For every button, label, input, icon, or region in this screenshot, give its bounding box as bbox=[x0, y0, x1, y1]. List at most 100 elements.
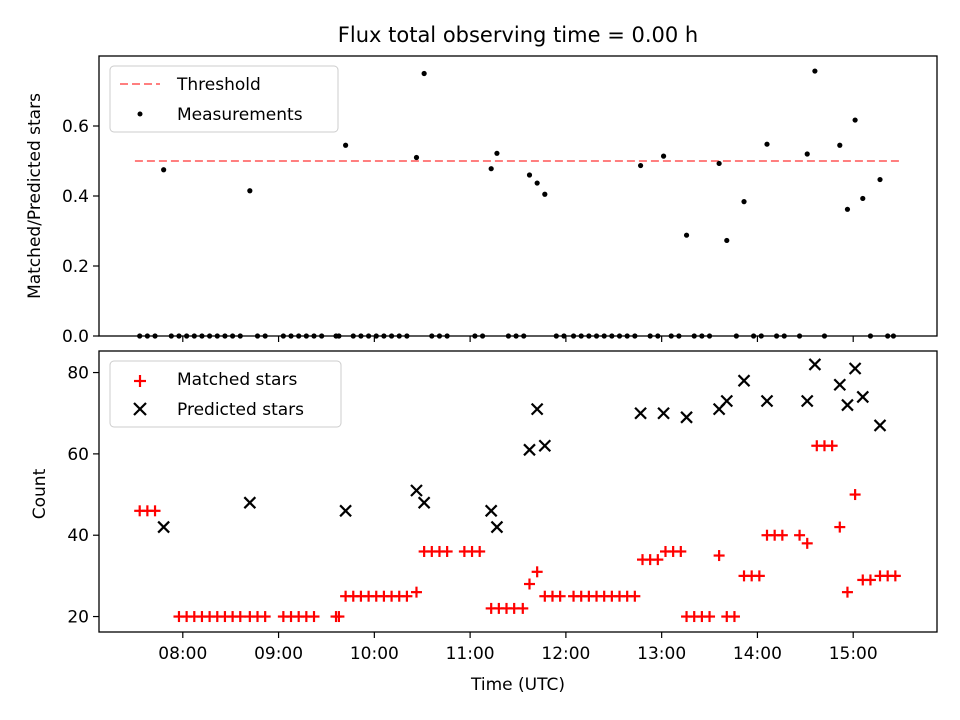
top-legend-box bbox=[109, 65, 339, 133]
matched-stars-layer bbox=[134, 440, 901, 623]
measurement-point bbox=[860, 195, 866, 202]
measurement-point bbox=[852, 117, 858, 123]
measurement-point bbox=[837, 142, 843, 148]
top-panel: 0.0 0.2 0.4 0.6 Matched/Predicted stars Thr… bbox=[25, 55, 938, 347]
predicted-star-point bbox=[657, 406, 670, 420]
bottom-axis-ticks: 20 40 60 80 08:00 09:00 10:00 11:00 12:00 13:00 14… bbox=[67, 364, 877, 664]
x-tick-label: 15:00 bbox=[829, 644, 878, 664]
matched-star-point bbox=[234, 611, 246, 623]
matched-star-point bbox=[728, 611, 740, 623]
x-tick-label: 09:00 bbox=[254, 644, 303, 664]
matched-star-point bbox=[753, 570, 765, 582]
predicted-star-point bbox=[720, 394, 734, 408]
measurement-point bbox=[844, 206, 851, 212]
legend-predicted-label: Predicted stars bbox=[177, 400, 304, 420]
matched-star-point bbox=[629, 590, 641, 602]
matched-star-point bbox=[410, 586, 422, 598]
measurement-point bbox=[488, 166, 494, 172]
measurement-point bbox=[494, 150, 500, 156]
top-plot-frame bbox=[98, 55, 938, 337]
matched-star-point bbox=[259, 611, 271, 623]
bottom-y-tick-label: 80 bbox=[67, 364, 89, 384]
matched-star-point bbox=[849, 489, 861, 501]
bottom-legend: Matched stars Predicted stars bbox=[109, 360, 342, 428]
measurement-point bbox=[637, 162, 644, 169]
x-tick-label: 12:00 bbox=[541, 644, 590, 664]
legend-measurements-marker bbox=[137, 111, 143, 117]
x-tick-label: 13:00 bbox=[637, 644, 686, 664]
matched-star-point bbox=[675, 545, 687, 557]
measurement-point bbox=[526, 172, 533, 178]
top-y-tick-label: 0.6 bbox=[62, 117, 89, 137]
matched-star-point bbox=[841, 586, 853, 598]
matched-star-point bbox=[523, 578, 535, 590]
predicted-star-point bbox=[680, 411, 693, 424]
matched-star-point bbox=[704, 611, 716, 623]
top-y-tick-label: 0.4 bbox=[62, 187, 89, 207]
predicted-star-point bbox=[634, 406, 647, 420]
measurement-point bbox=[660, 153, 667, 159]
top-legend: Threshold Measurements bbox=[109, 65, 339, 133]
matched-star-point bbox=[333, 611, 345, 623]
matched-star-point bbox=[826, 440, 838, 452]
matched-star-point bbox=[864, 574, 876, 586]
predicted-star-point bbox=[538, 439, 552, 453]
predicted-star-point bbox=[841, 398, 854, 412]
predicted-star-point bbox=[410, 484, 423, 497]
predicted-star-point bbox=[808, 358, 822, 371]
legend-predicted-marker bbox=[133, 402, 147, 416]
matched-star-point bbox=[776, 529, 788, 541]
matched-star-point bbox=[834, 521, 846, 533]
matched-star-point bbox=[794, 529, 806, 541]
bottom-y-tick-label: 40 bbox=[67, 526, 89, 546]
top-y-tick-label: 0.2 bbox=[62, 257, 89, 277]
measurement-point bbox=[161, 167, 167, 173]
legend-matched-marker bbox=[134, 375, 146, 387]
matched-star-point bbox=[889, 570, 901, 582]
measurement-point bbox=[716, 160, 722, 167]
matched-star-point bbox=[713, 550, 725, 562]
x-tick-label: 08:00 bbox=[158, 644, 207, 664]
predicted-star-point bbox=[339, 504, 352, 518]
predicted-star-point bbox=[490, 520, 504, 534]
measurement-point bbox=[413, 154, 420, 161]
measurement-point bbox=[421, 70, 427, 77]
predicted-star-point bbox=[848, 362, 862, 375]
legend-threshold-label: Threshold bbox=[176, 75, 261, 95]
measurement-point bbox=[343, 142, 349, 148]
bottom-plot-frame bbox=[98, 350, 938, 633]
predicted-star-point bbox=[760, 394, 774, 408]
x-axis-label: Time (UTC) bbox=[470, 675, 565, 695]
predicted-star-point bbox=[800, 394, 814, 408]
predicted-star-point bbox=[417, 496, 431, 509]
matched-star-point bbox=[531, 566, 543, 578]
bottom-y-tick-label: 60 bbox=[67, 445, 89, 465]
bottom-legend-box bbox=[109, 360, 342, 428]
matched-star-point bbox=[652, 554, 664, 566]
measurement-point bbox=[812, 68, 818, 74]
top-y-axis-label: Matched/Predicted stars bbox=[25, 93, 45, 299]
chart-title: Flux total observing time = 0.00 h bbox=[338, 23, 698, 47]
predicted-star-point bbox=[243, 496, 257, 509]
legend-measurements-label: Measurements bbox=[177, 105, 303, 125]
measurement-point bbox=[877, 176, 883, 183]
measurement-point bbox=[741, 199, 747, 205]
matched-star-point bbox=[801, 537, 813, 549]
matched-star-point bbox=[308, 611, 320, 623]
bottom-y-axis-label: Count bbox=[30, 468, 50, 519]
matched-star-point bbox=[474, 545, 486, 557]
predicted-star-point bbox=[737, 374, 751, 387]
predicted-star-point bbox=[530, 402, 544, 416]
matched-star-point bbox=[401, 590, 413, 602]
matched-star-point bbox=[149, 505, 161, 517]
top-y-tick-label: 0.0 bbox=[62, 327, 89, 347]
x-tick-label: 10:00 bbox=[350, 644, 399, 664]
measurement-point bbox=[534, 180, 540, 186]
legend-matched-label: Matched stars bbox=[177, 370, 297, 390]
predicted-star-point bbox=[873, 419, 887, 432]
predicted-star-point bbox=[157, 520, 170, 534]
predicted-star-point bbox=[523, 443, 536, 457]
x-tick-label: 11:00 bbox=[446, 644, 495, 664]
predicted-star-point bbox=[856, 390, 870, 404]
